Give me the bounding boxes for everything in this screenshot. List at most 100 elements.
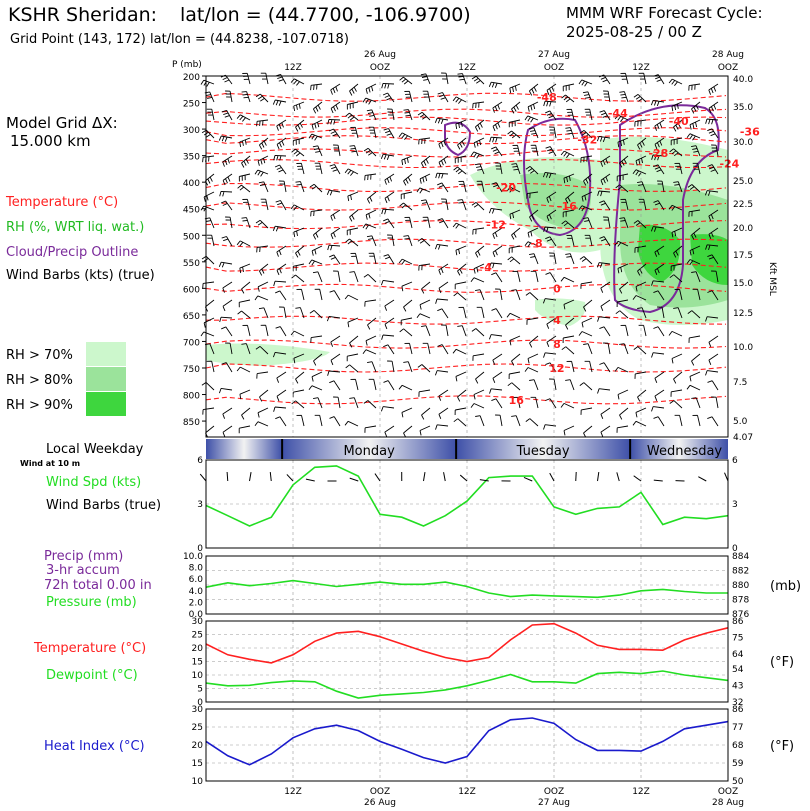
wind-barb (438, 389, 449, 401)
wind-barb (638, 72, 647, 85)
wind-barb (620, 72, 629, 85)
wind-barb (596, 262, 611, 268)
wind-barb (654, 245, 665, 257)
isotherm-label: -32 (577, 134, 597, 147)
wind-barb (527, 101, 539, 112)
wind-barb (403, 299, 413, 312)
wind-barb (380, 153, 395, 160)
isotherm-line (205, 262, 727, 272)
wind-barb (597, 190, 611, 197)
wind-barb (272, 99, 287, 106)
legend-precip-accum: 3-hr accum (46, 563, 120, 578)
wind-barb (545, 362, 557, 373)
wind-barb (329, 290, 341, 301)
wind-barb (473, 137, 485, 148)
wind-barb (457, 199, 467, 211)
wind-barb (562, 209, 575, 218)
wind-barb (314, 414, 323, 427)
wind-barb (364, 425, 377, 433)
wind-barb (489, 262, 503, 269)
wind-barb (599, 326, 611, 337)
wind-barb (416, 187, 431, 194)
time-hour-label: OOZ (544, 787, 564, 797)
wind-barb (545, 398, 557, 409)
wind-barb (272, 225, 287, 232)
wind-barb (615, 184, 629, 193)
wind-barb (345, 364, 359, 373)
panel-right-tick: 882 (732, 567, 749, 577)
time-hour-label: 12Z (284, 787, 302, 797)
wind-barb (438, 137, 449, 149)
wind-barb (241, 281, 251, 294)
pressure-tick-label: 700 (183, 338, 200, 348)
wind-barb (296, 288, 305, 301)
wind-barb (529, 379, 539, 391)
wind-barb (488, 207, 503, 214)
wind-barb (202, 281, 215, 289)
temperature-line (205, 622, 729, 664)
wind-barb (382, 92, 395, 103)
isotherm-line (205, 339, 727, 349)
wind-barb (637, 307, 647, 319)
wind-barb (347, 191, 359, 202)
wind-barb (237, 310, 251, 319)
wind-barb (437, 344, 449, 355)
wind-barb (279, 180, 287, 193)
isotherm-label: 12 (549, 362, 564, 375)
wind-barb (383, 254, 395, 265)
wind-barb (561, 346, 575, 355)
wind-barb (530, 144, 539, 157)
wind-barb (457, 137, 467, 150)
wind-barb (489, 388, 503, 394)
isotherm-label: -48 (537, 91, 557, 104)
rh80-label: RH > 80% (6, 373, 73, 388)
isotherm-label: -44 (608, 107, 628, 120)
wind-barb (670, 137, 683, 146)
wind-barb (524, 241, 539, 248)
wind-barb (259, 389, 269, 402)
surface-wind-barb (633, 475, 642, 482)
wind-barb (565, 317, 575, 330)
wind-barb (293, 353, 305, 364)
wind-barb (242, 198, 251, 211)
panel-left-tick: 20 (192, 644, 204, 654)
wind-barb (206, 234, 215, 247)
wind-barb (525, 292, 539, 301)
wind-barb (419, 299, 431, 310)
isotherm-line (205, 238, 727, 248)
wind-barb (241, 91, 251, 103)
pressure-tick-label: 400 (183, 179, 200, 189)
rh-region (638, 224, 681, 282)
surface-wind-barb (423, 472, 426, 482)
wind-barb (495, 288, 503, 301)
wind-barb (511, 163, 521, 175)
wind-barb (276, 137, 287, 150)
wind-barb (255, 219, 269, 229)
wind-barb (326, 315, 341, 322)
wind-barb (254, 421, 269, 427)
wind-barb (492, 227, 503, 239)
wind-barb (653, 416, 665, 427)
pressure-axis-label: P (mb) (172, 60, 202, 70)
wind-barb (616, 425, 629, 433)
panel-right-tick: 0 (732, 544, 738, 554)
panel-frame (205, 459, 729, 549)
panel-right-tick: 86 (732, 617, 744, 627)
isotherm-line (205, 148, 727, 158)
isotherm-label: -12 (486, 219, 506, 232)
day-label: Tuesday (516, 444, 570, 459)
isotherm-label: 16 (509, 394, 525, 407)
wind-barb (508, 119, 521, 128)
wind-barb (617, 137, 629, 148)
wind-barb (507, 256, 521, 265)
wind-barb (657, 306, 665, 319)
wind-barb (637, 389, 647, 402)
wind-barb (441, 324, 449, 337)
wind-barb (614, 114, 629, 122)
wind-barb (349, 397, 359, 409)
wind-barb (654, 389, 665, 401)
wind-barb (349, 83, 359, 96)
panel-left-tick: 8.0 (189, 564, 204, 574)
wind-barb (617, 389, 629, 400)
wind-barb (273, 406, 287, 412)
